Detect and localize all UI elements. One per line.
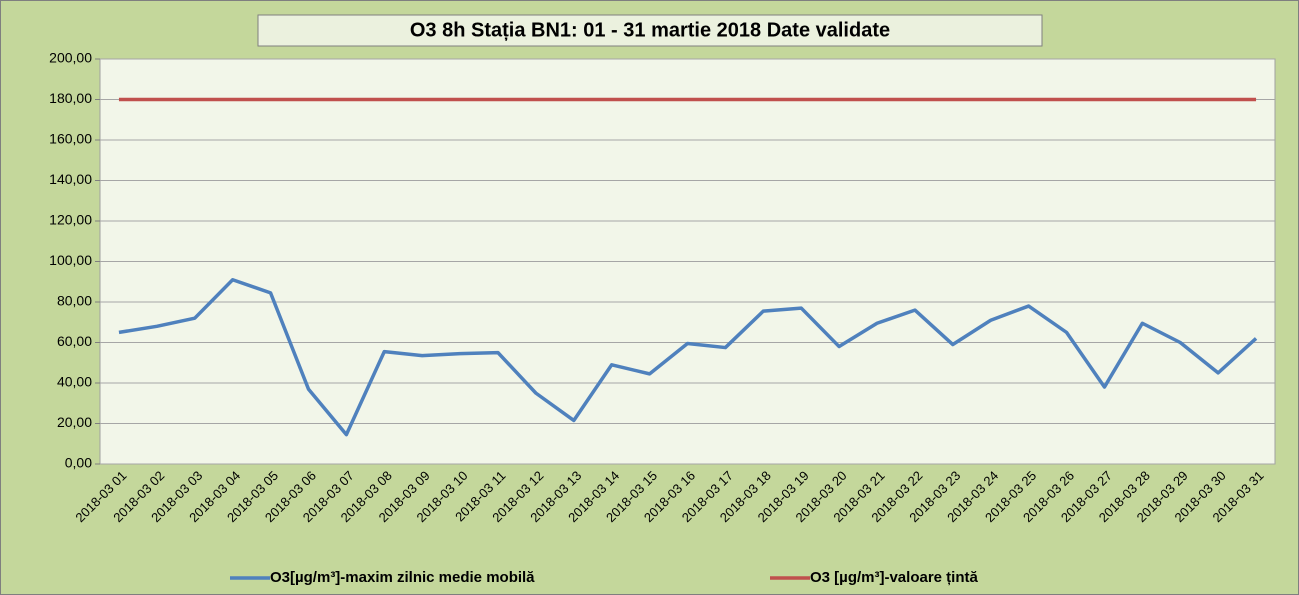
- chart-title: O3 8h Stația BN1: 01 - 31 martie 2018 Da…: [410, 19, 890, 41]
- y-tick-label: 200,00: [49, 50, 92, 66]
- legend-label: O3[µg/m³]-maxim zilnic medie mobilă: [270, 569, 535, 586]
- y-tick-label: 100,00: [49, 252, 92, 268]
- y-tick-label: 60,00: [57, 333, 92, 349]
- legend-label: O3 [µg/m³]-valoare țintă: [810, 569, 978, 586]
- y-tick-label: 40,00: [57, 374, 92, 390]
- y-tick-label: 160,00: [49, 131, 92, 147]
- y-tick-label: 120,00: [49, 212, 92, 228]
- y-tick-label: 80,00: [57, 293, 92, 309]
- y-tick-label: 140,00: [49, 171, 92, 187]
- y-tick-label: 20,00: [57, 414, 92, 430]
- series-line: [118, 277, 1258, 437]
- y-tick-label: 180,00: [49, 90, 92, 106]
- title-box: [257, 14, 1043, 47]
- y-tick-label: 0,00: [65, 455, 92, 471]
